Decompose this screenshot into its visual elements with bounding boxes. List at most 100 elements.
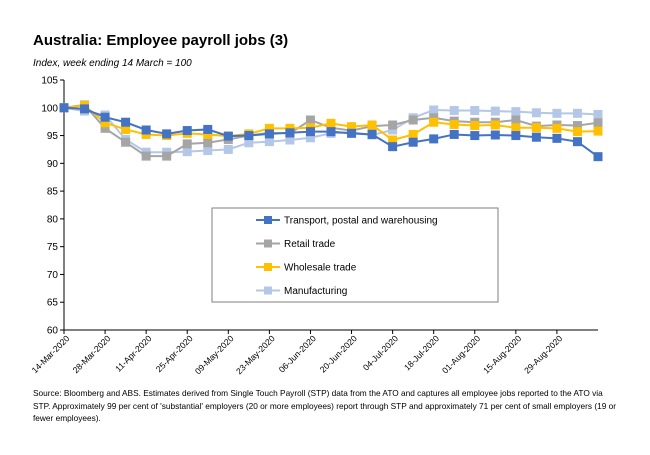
y-tick-label: 95	[47, 131, 59, 142]
y-tick-label: 65	[47, 298, 59, 309]
line-chart: 60 65 70 75 80 85 90 95 100 105 14-Mar-2020 28-Mar-…	[30, 76, 603, 376]
data-point	[305, 127, 315, 137]
data-point	[305, 133, 315, 143]
data-point	[264, 123, 274, 133]
data-point	[347, 122, 357, 132]
data-point	[490, 106, 500, 116]
data-point	[182, 139, 192, 149]
data-point	[388, 120, 398, 130]
chart-title: Australia: Employee payroll jobs (3)	[33, 32, 289, 49]
data-point	[59, 103, 69, 113]
data-point	[347, 128, 357, 138]
data-point	[264, 129, 274, 139]
x-tick-label: 11-Apr-2020	[113, 333, 154, 374]
legend-label: Wholesale trade	[284, 263, 357, 274]
data-point	[531, 123, 541, 133]
legend-label: Retail trade	[284, 239, 336, 250]
legend-box	[211, 207, 499, 303]
data-point	[244, 138, 254, 148]
data-point	[572, 108, 582, 118]
data-point	[182, 126, 192, 136]
x-tick-label: 23-May-2020	[234, 333, 277, 376]
data-point	[511, 115, 521, 125]
data-point	[408, 137, 418, 147]
data-point	[408, 129, 418, 139]
data-point	[572, 121, 582, 131]
data-point	[121, 117, 131, 127]
legend-swatch-marker	[264, 263, 272, 271]
data-point	[593, 109, 603, 119]
data-point	[100, 112, 110, 122]
data-point	[429, 117, 439, 127]
data-point	[552, 108, 562, 118]
y-tick-label: 70	[47, 270, 59, 281]
data-point	[305, 115, 315, 125]
data-point	[367, 120, 377, 130]
data-point	[593, 152, 603, 162]
data-point	[141, 125, 151, 135]
series-2	[59, 101, 603, 145]
x-tick-label: 20-Jun-2020	[318, 333, 359, 374]
data-point	[326, 127, 336, 137]
x-tick-label: 28-Mar-2020	[71, 333, 113, 375]
data-point	[285, 135, 295, 145]
data-point	[223, 131, 233, 141]
data-point	[449, 106, 459, 116]
data-point	[511, 131, 521, 141]
x-tick-label: 06-Jun-2020	[277, 333, 318, 374]
data-point	[388, 135, 398, 145]
data-point	[203, 146, 213, 156]
data-point	[593, 118, 603, 128]
data-point	[511, 107, 521, 117]
series-layer	[59, 100, 603, 162]
data-point	[388, 142, 398, 152]
x-tick-label: 01-Aug-2020	[440, 333, 482, 375]
data-point	[203, 129, 213, 139]
data-point	[552, 123, 562, 133]
data-point	[223, 144, 233, 154]
data-point	[264, 137, 274, 147]
data-point	[367, 129, 377, 139]
x-tick-label: 09-May-2020	[193, 333, 236, 376]
data-point	[470, 121, 480, 131]
data-point	[470, 106, 480, 116]
series-0	[59, 103, 603, 162]
data-point	[203, 138, 213, 148]
x-tick-label: 25-Apr-2020	[154, 333, 195, 374]
y-tick-label: 75	[47, 242, 59, 253]
data-point	[162, 129, 172, 139]
x-tick-label: 18-Jul-2020	[402, 333, 441, 372]
chart-legend: Transport, postal and warehousing Retail …	[211, 207, 499, 303]
data-point	[326, 118, 336, 128]
y-tick-label: 105	[41, 76, 58, 87]
data-point	[162, 151, 172, 161]
data-point	[285, 128, 295, 138]
y-tick-label: 60	[47, 326, 59, 337]
data-point	[100, 118, 110, 128]
data-point	[490, 130, 500, 140]
data-point	[572, 137, 582, 147]
data-point	[244, 131, 254, 141]
x-tick-label: 15-Aug-2020	[481, 333, 523, 375]
data-point	[100, 123, 110, 133]
data-point	[552, 133, 562, 143]
y-tick-label: 100	[41, 103, 58, 114]
x-tick-label: 04-Jul-2020	[361, 333, 400, 372]
legend-swatch-marker	[264, 239, 272, 248]
data-point	[408, 115, 418, 125]
legend-label: Manufacturing	[284, 286, 347, 297]
data-point	[182, 147, 192, 157]
y-tick-label: 80	[47, 214, 59, 225]
data-point	[121, 137, 131, 147]
data-point	[511, 123, 521, 133]
legend-label: Transport, postal and warehousing	[284, 216, 438, 227]
data-point	[141, 151, 151, 161]
data-point	[121, 124, 131, 134]
data-point	[449, 119, 459, 129]
data-point	[470, 131, 480, 141]
data-point	[203, 124, 213, 134]
data-point	[572, 127, 582, 137]
data-point	[388, 125, 398, 135]
data-point	[531, 132, 541, 142]
x-tick-label: 14-Mar-2020	[30, 333, 72, 375]
